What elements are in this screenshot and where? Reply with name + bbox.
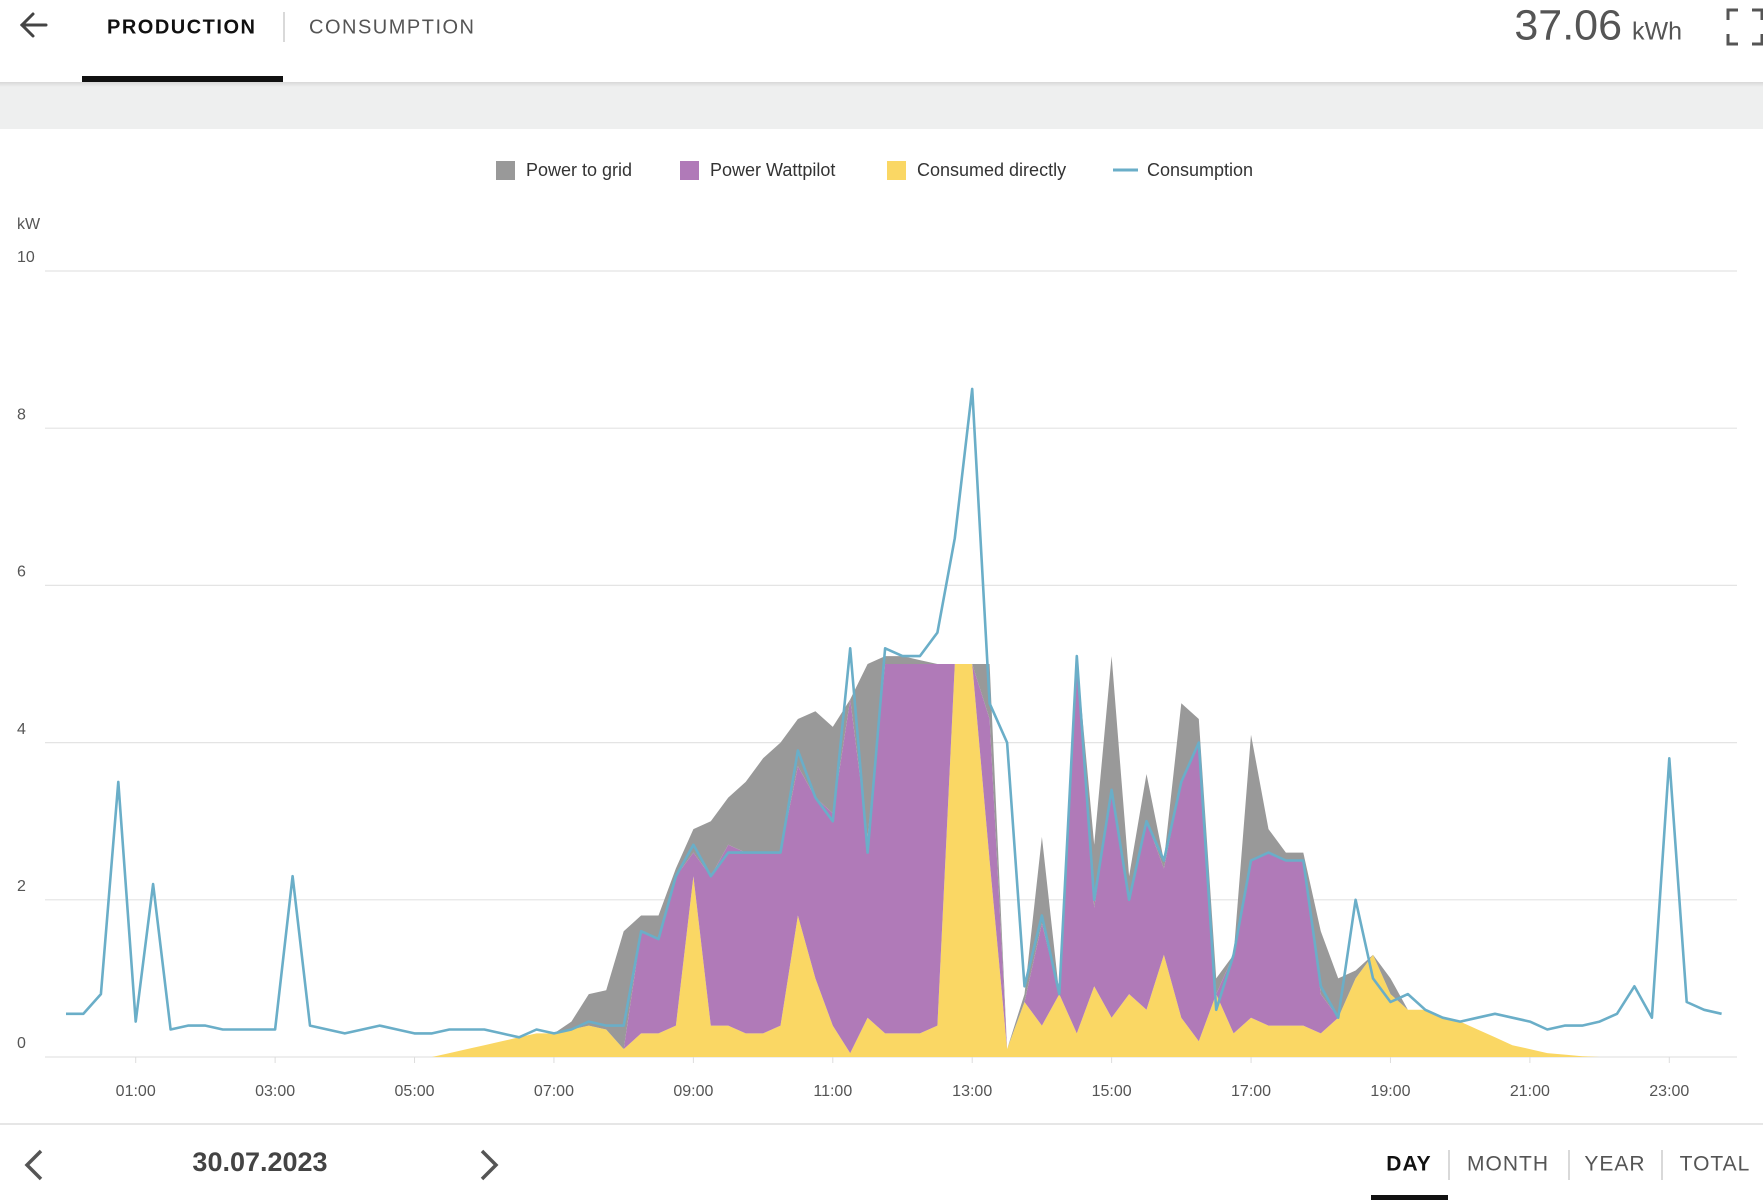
- date: 30.07.2023: [192, 1147, 327, 1177]
- legend-label: Power Wattpilot: [710, 160, 835, 180]
- header-band: [0, 82, 1763, 129]
- y-tick-label: 4: [17, 721, 26, 738]
- period-underline: [1371, 1195, 1448, 1200]
- period-tab[interactable]: MONTH: [1467, 1153, 1549, 1176]
- header-shadow: [0, 82, 1763, 87]
- period-tab[interactable]: DAY: [1386, 1153, 1431, 1176]
- tab[interactable]: PRODUCTION: [107, 16, 256, 38]
- legend-label: Consumed directly: [917, 160, 1066, 180]
- y-tick-label: 10: [17, 249, 35, 266]
- plot: 0 2 4 6 8 10 01:00 03:00 05:00 07:00 09:00 11:00 13:…: [17, 249, 1737, 1100]
- x-tick-label: 17:00: [1231, 1083, 1271, 1100]
- x-tick-label: 07:00: [534, 1083, 574, 1100]
- prev-button[interactable]: [24, 1149, 43, 1181]
- y-tick-label: 8: [17, 406, 26, 423]
- legend-swatch: [887, 161, 906, 180]
- legend-swatch: [680, 161, 699, 180]
- x-tick-label: 13:00: [952, 1083, 992, 1100]
- x-tick-label: 19:00: [1370, 1083, 1410, 1100]
- header: [0, 0, 1763, 82]
- x-tick-label: 11:00: [813, 1083, 852, 1100]
- tab-underline: [82, 76, 283, 82]
- x-tick-label: 01:00: [116, 1083, 156, 1100]
- tab[interactable]: CONSUMPTION: [309, 16, 476, 38]
- period-tab[interactable]: TOTAL: [1680, 1153, 1751, 1176]
- consumption-line: [66, 387, 1722, 1039]
- y-tick-label: 6: [17, 564, 26, 581]
- total-unit: kWh: [1632, 18, 1682, 46]
- y-tick-label: 2: [17, 878, 26, 895]
- x-tick-label: 21:00: [1510, 1083, 1550, 1100]
- x-tick-label: 15:00: [1092, 1083, 1132, 1100]
- next-button[interactable]: [480, 1149, 499, 1181]
- fullscreen-button[interactable]: [1726, 8, 1763, 46]
- x-tick-label: 05:00: [395, 1083, 435, 1100]
- total-value: 37.06: [1514, 1, 1622, 49]
- x-tick-label: 03:00: [255, 1083, 295, 1100]
- stacked-area: [66, 664, 1722, 1057]
- legend-label: Power to grid: [526, 160, 632, 180]
- x-tick-label: 09:00: [673, 1083, 713, 1100]
- legend-swatch: [496, 161, 515, 180]
- legend-label: Consumption: [1147, 160, 1253, 180]
- y-axis-label: kW: [17, 216, 41, 233]
- back-button[interactable]: [19, 12, 48, 38]
- period-tab[interactable]: YEAR: [1584, 1153, 1645, 1176]
- x-tick-label: 23:00: [1649, 1083, 1689, 1100]
- y-tick-label: 0: [17, 1035, 26, 1052]
